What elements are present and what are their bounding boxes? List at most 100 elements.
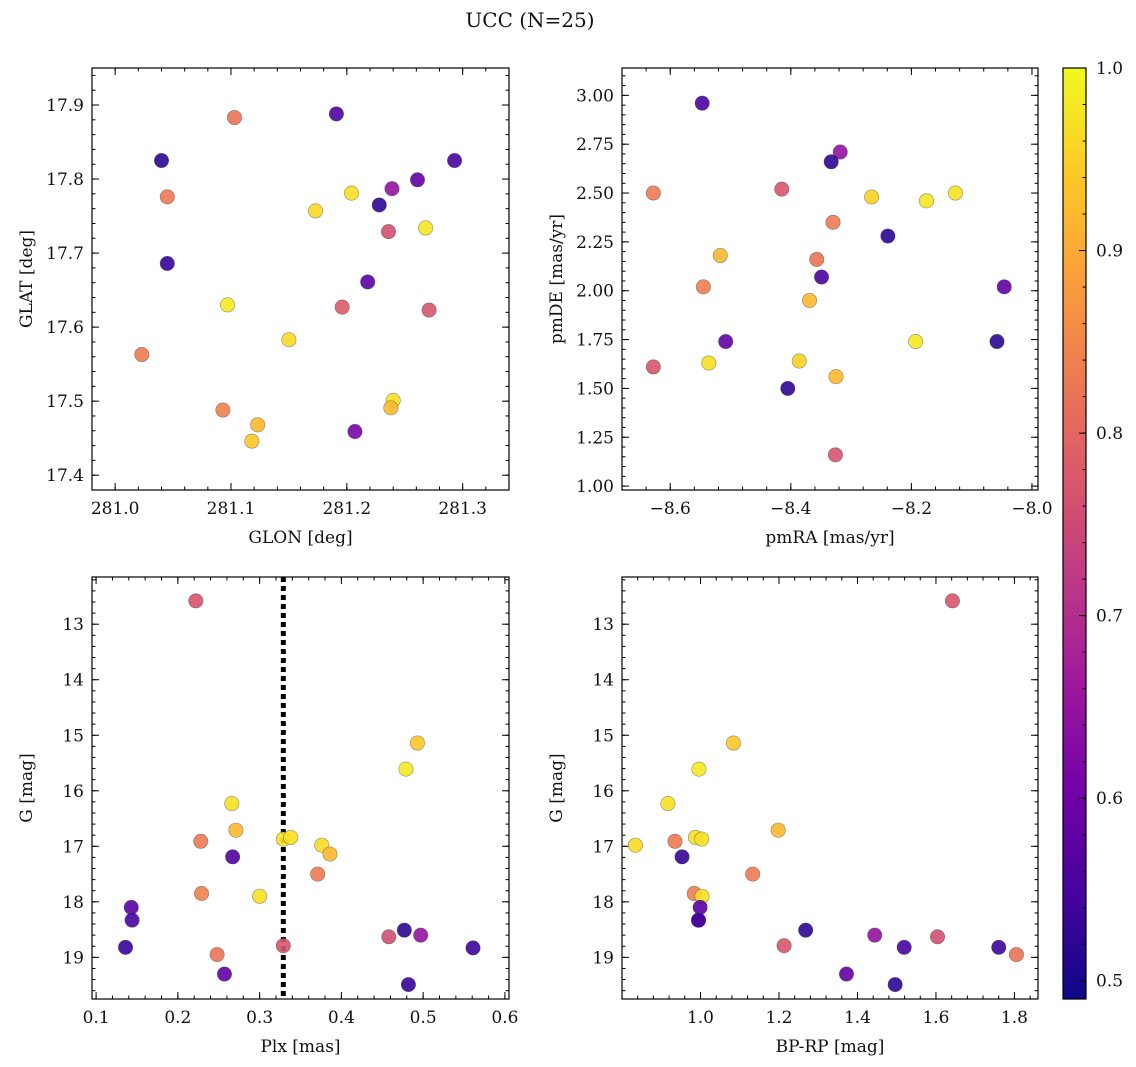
x-tick-label: −8.6: [650, 499, 691, 519]
scatter-point: [381, 224, 397, 240]
scatter-point: [409, 735, 425, 751]
colorbar-tick-label: 0.6: [1096, 789, 1123, 809]
y-tick-label: 17.8: [46, 170, 84, 190]
scatter-point: [447, 153, 463, 169]
scatter-point: [409, 172, 425, 188]
scatter-point: [343, 185, 359, 201]
x-tick-label: 0.6: [491, 1008, 518, 1028]
y-tick-label: 19: [592, 948, 614, 968]
scatter-point: [159, 255, 175, 271]
y-axis-label: GLAT [deg]: [17, 230, 37, 328]
scatter-point: [228, 822, 244, 838]
panel-pmra-pmde: −8.6 −8.4 −8.2 −8.0 1.00 1.25 1.50 1.75 2.00 2.25…: [547, 67, 1053, 548]
x-axis-label: Plx [mas]: [260, 1037, 340, 1057]
scatter-point: [996, 279, 1012, 295]
colorbar-tick-label: 1.0: [1096, 59, 1123, 79]
scatter-point: [194, 885, 210, 901]
scatter-point: [250, 417, 266, 433]
y-tick-label: 1.25: [576, 428, 614, 448]
scatter-point: [838, 966, 854, 982]
scatter-point: [823, 154, 839, 170]
x-tick-label: 1.4: [844, 1008, 871, 1028]
scatter-point: [384, 181, 400, 197]
scatter-point: [465, 940, 481, 956]
y-tick-label: 17.4: [46, 466, 84, 486]
y-tick-label: 16: [62, 782, 84, 802]
colorbar-frame: [1062, 67, 1087, 1000]
scatter-point: [827, 447, 843, 463]
scatter-point: [381, 929, 397, 945]
scatter-point: [896, 939, 912, 955]
scatter-point: [118, 939, 134, 955]
scatter-point: [880, 228, 896, 244]
scatter-point: [383, 400, 399, 416]
colorbar: 1.0 0.9 0.8 0.7 0.6 0.5: [1062, 59, 1123, 1000]
y-tick-label: 13: [62, 615, 84, 635]
colorbar-gradient: [1063, 68, 1086, 999]
scatter-point: [418, 220, 434, 236]
x-axis-label: pmRA [mas/yr]: [765, 528, 894, 548]
y-tick-label: 17.7: [46, 244, 84, 264]
scatter-point: [867, 927, 883, 943]
scatter-point: [216, 966, 232, 982]
x-tick-label: 0.1: [83, 1008, 110, 1028]
scatter-point: [776, 938, 792, 954]
scatter-point: [334, 299, 350, 315]
x-tick-label: 0.5: [410, 1008, 437, 1028]
scatter-point: [691, 912, 707, 928]
panel-plx-g: 0.1 0.2 0.3 0.4 0.5 0.6 13 14 15 16 17 18 19 Plx [mas…: [17, 576, 518, 1057]
y-tick-label: 15: [62, 726, 84, 746]
x-axis-label: BP-RP [mag]: [776, 1037, 885, 1057]
y-tick-label: 16: [592, 782, 614, 802]
scatter-point: [712, 248, 728, 264]
scatter-point: [864, 189, 880, 205]
scatter-point: [154, 153, 170, 169]
scatter-point: [396, 922, 412, 938]
y-tick-label: 13: [592, 615, 614, 635]
x-tick-label: 1.8: [1001, 1008, 1028, 1028]
scatter-point: [887, 977, 903, 993]
scatter-point: [828, 369, 844, 385]
scatter-point: [930, 929, 946, 945]
x-tick-label: −8.4: [770, 499, 811, 519]
x-tick-label: 0.4: [328, 1008, 355, 1028]
y-axis-label: G [mag]: [547, 753, 567, 822]
figure-title: UCC (N=25): [465, 8, 594, 32]
y-tick-label: 17.5: [46, 392, 84, 412]
scatter-point: [691, 761, 707, 777]
y-tick-label: 3.00: [576, 86, 614, 106]
panel-glon-glat: 281.0 281.1 281.2 281.3 17.4 17.5 17.6 17.7 17.8…: [17, 67, 510, 548]
scatter-point: [220, 297, 236, 313]
scatter-point: [275, 938, 291, 954]
scatter-point: [134, 347, 150, 363]
scatter-point: [328, 106, 344, 122]
scatter-point: [322, 846, 338, 862]
y-axis-label: G [mag]: [17, 753, 37, 822]
scatter-point: [371, 197, 387, 213]
x-tick-label: 1.0: [687, 1008, 714, 1028]
x-tick-label: 1.6: [922, 1008, 949, 1028]
x-tick-label: 0.2: [164, 1008, 191, 1028]
scatter-point: [627, 837, 643, 853]
scatter-point: [400, 977, 416, 993]
scatter-point: [123, 899, 139, 915]
scatter-point: [825, 214, 841, 230]
scatter-point: [701, 355, 717, 371]
scatter-point: [188, 593, 204, 609]
x-tick-label: 281.0: [91, 499, 140, 519]
scatter-point: [413, 927, 429, 943]
y-axis-label: pmDE [mas/yr]: [547, 214, 567, 344]
scatter-point: [918, 193, 934, 209]
scatter-point: [124, 912, 140, 928]
axes-frame: [621, 67, 1039, 491]
scatter-point: [694, 831, 710, 847]
scatter-point: [193, 833, 209, 849]
y-tick-label: 17: [592, 837, 614, 857]
y-tick-label: 1.75: [576, 331, 614, 351]
scatter-point: [1008, 947, 1024, 963]
x-tick-label: 0.3: [246, 1008, 273, 1028]
scatter-point: [308, 203, 324, 219]
scatter-point: [398, 761, 414, 777]
scatter-point: [225, 849, 241, 865]
